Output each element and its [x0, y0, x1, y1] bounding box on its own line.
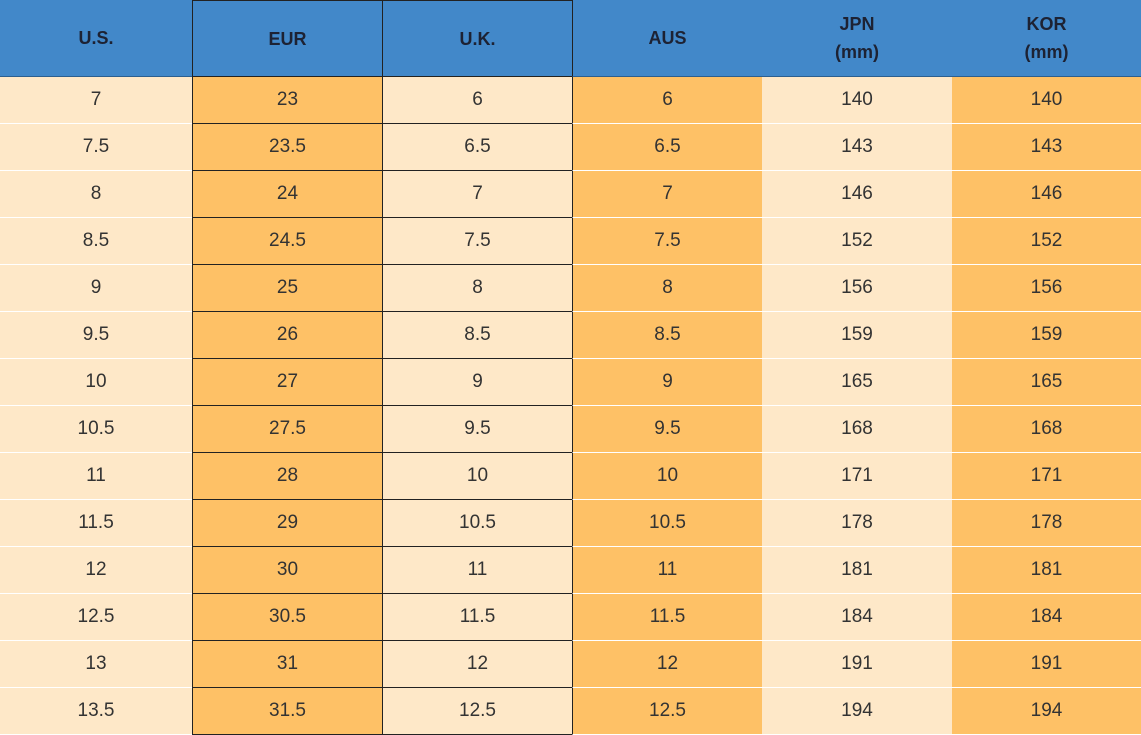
table-cell: 24	[192, 171, 382, 218]
header-cell: KOR (mm)	[952, 0, 1141, 77]
table-cell: 13.5	[0, 688, 192, 735]
table-cell: 178	[762, 500, 952, 547]
table-cell: 27.5	[192, 406, 382, 453]
table-cell: 13	[0, 641, 192, 688]
table-cell: 184	[762, 594, 952, 641]
table-cell: 7.5	[0, 124, 192, 171]
table-cell: 9	[0, 265, 192, 312]
table-cell: 9.5	[0, 312, 192, 359]
table-cell: 191	[762, 641, 952, 688]
table-cell: 7	[382, 171, 572, 218]
table-cell: 194	[952, 688, 1141, 735]
table-cell: 8	[382, 265, 572, 312]
table-cell: 146	[762, 171, 952, 218]
header-cell: U.S.	[0, 0, 192, 77]
table-cell: 152	[952, 218, 1141, 265]
table-cell: 31.5	[192, 688, 382, 735]
table-cell: 8	[572, 265, 762, 312]
table-cell: 171	[762, 453, 952, 500]
header-cell: EUR	[192, 0, 382, 77]
table-cell: 24.5	[192, 218, 382, 265]
table-cell: 7.5	[382, 218, 572, 265]
table-cell: 12.5	[572, 688, 762, 735]
table-cell: 152	[762, 218, 952, 265]
table-cell: 6.5	[572, 124, 762, 171]
table-cell: 31	[192, 641, 382, 688]
table-cell: 11.5	[572, 594, 762, 641]
table-cell: 184	[952, 594, 1141, 641]
table-cell: 171	[952, 453, 1141, 500]
table-cell: 178	[952, 500, 1141, 547]
table-cell: 10	[382, 453, 572, 500]
table-cell: 30.5	[192, 594, 382, 641]
table-cell: 9.5	[382, 406, 572, 453]
table-cell: 156	[762, 265, 952, 312]
table-cell: 6	[572, 77, 762, 124]
table-cell: 146	[952, 171, 1141, 218]
table-cell: 11.5	[382, 594, 572, 641]
table-cell: 165	[762, 359, 952, 406]
table-cell: 28	[192, 453, 382, 500]
table-cell: 6	[382, 77, 572, 124]
table-cell: 143	[952, 124, 1141, 171]
table-cell: 10	[0, 359, 192, 406]
header-cell: JPN (mm)	[762, 0, 952, 77]
table-cell: 26	[192, 312, 382, 359]
table-cell: 11.5	[0, 500, 192, 547]
table-cell: 8.5	[572, 312, 762, 359]
header-cell: U.K.	[382, 0, 572, 77]
table-cell: 10.5	[572, 500, 762, 547]
table-cell: 23.5	[192, 124, 382, 171]
table-cell: 168	[762, 406, 952, 453]
table-cell: 9.5	[572, 406, 762, 453]
table-cell: 168	[952, 406, 1141, 453]
table-cell: 8.5	[0, 218, 192, 265]
table-cell: 25	[192, 265, 382, 312]
table-cell: 9	[572, 359, 762, 406]
table-cell: 8.5	[382, 312, 572, 359]
table-cell: 8	[0, 171, 192, 218]
table-cell: 10.5	[0, 406, 192, 453]
table-cell: 194	[762, 688, 952, 735]
table-cell: 11	[572, 547, 762, 594]
table-cell: 12	[382, 641, 572, 688]
table-cell: 10.5	[382, 500, 572, 547]
table-cell: 27	[192, 359, 382, 406]
table-cell: 12.5	[382, 688, 572, 735]
table-cell: 7	[572, 171, 762, 218]
table-cell: 191	[952, 641, 1141, 688]
table-cell: 159	[952, 312, 1141, 359]
table-cell: 10	[572, 453, 762, 500]
table-cell: 156	[952, 265, 1141, 312]
table-cell: 140	[952, 77, 1141, 124]
table-cell: 140	[762, 77, 952, 124]
table-cell: 143	[762, 124, 952, 171]
table-cell: 12	[0, 547, 192, 594]
table-cell: 12	[572, 641, 762, 688]
table-cell: 159	[762, 312, 952, 359]
table-cell: 23	[192, 77, 382, 124]
table-cell: 7	[0, 77, 192, 124]
table-cell: 181	[952, 547, 1141, 594]
table-cell: 181	[762, 547, 952, 594]
table-cell: 165	[952, 359, 1141, 406]
table-cell: 7.5	[572, 218, 762, 265]
table-cell: 6.5	[382, 124, 572, 171]
header-cell: AUS	[572, 0, 762, 77]
table-cell: 30	[192, 547, 382, 594]
table-cell: 11	[382, 547, 572, 594]
table-cell: 11	[0, 453, 192, 500]
table-cell: 12.5	[0, 594, 192, 641]
table-cell: 29	[192, 500, 382, 547]
table-cell: 9	[382, 359, 572, 406]
